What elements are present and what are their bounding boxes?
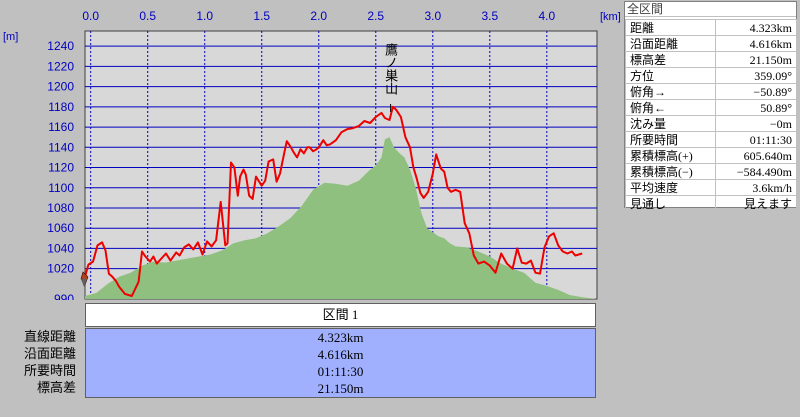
info-row: 方位 359.09° (624, 67, 797, 84)
y-tick-label: 1120 (48, 161, 74, 175)
info-row: 沈み量 −0m (624, 115, 797, 132)
x-tick-label: 0.5 (139, 9, 156, 23)
summary-value: 21.150m (317, 381, 364, 396)
info-label: 俯角→ (624, 83, 717, 100)
info-value: −50.89° (715, 83, 797, 100)
terrain-area (85, 137, 597, 299)
x-tick-label: 1.0 (196, 9, 213, 23)
y-tick-label: 1060 (47, 221, 74, 235)
y-tick-label: 1160 (48, 120, 74, 134)
info-label: 俯角← (624, 99, 717, 116)
x-tick-label: 3.5 (481, 9, 498, 23)
summary-value: 01:11:30 (317, 364, 364, 379)
info-label: 見通し (624, 195, 717, 212)
x-tick-label: 4.0 (538, 9, 555, 23)
info-row: 所要時間 01:11:30 (624, 131, 797, 148)
x-tick-label: 1.5 (253, 9, 270, 23)
y-tick-label: 1020 (47, 262, 74, 276)
summary-label: 直線距離 (23, 329, 76, 344)
info-label: 累積標高(+) (624, 147, 717, 164)
info-row: 沿面距離 4.616km (624, 35, 797, 52)
info-label: 所要時間 (624, 131, 717, 148)
summary-label: 所要時間 (23, 363, 76, 378)
info-row: 距離 4.323km (624, 19, 797, 36)
y-tick-label: 1240 (47, 39, 74, 53)
info-value: −584.490m (715, 163, 797, 180)
info-row: 累積標高(−) −584.490m (624, 163, 797, 180)
y-unit-label: [m] (3, 31, 18, 43)
info-row: 見通し 見えます (624, 195, 797, 212)
info-row: 平均速度 3.6km/h (624, 179, 797, 196)
y-tick-label: 1040 (47, 241, 74, 255)
info-label: 沈み量 (624, 115, 717, 132)
peak-name-label: 鷹ノ巣山 (383, 43, 398, 95)
info-value: 359.09° (715, 67, 797, 84)
info-row: 累積標高(+) 605.640m (624, 147, 797, 164)
y-tick-label: 1100 (48, 181, 74, 195)
info-value: 01:11:30 (715, 131, 797, 148)
y-tick-label: 1180 (48, 100, 74, 114)
x-tick-label: 0.0 (82, 9, 99, 23)
info-value: −0m (715, 115, 797, 132)
x-tick-label: 3.0 (424, 9, 441, 23)
info-value: 4.323km (715, 19, 797, 36)
elevation-chart: 0.0 0.5 1.0 1.5 2.0 2.5 3.0 3.5 4.0 1240 1220 1200… (3, 9, 621, 300)
summary-value: 4.323km (317, 330, 364, 345)
info-label: 方位 (624, 67, 717, 84)
y-tick-label: 1200 (47, 80, 74, 94)
info-label: 距離 (624, 19, 717, 36)
y-tick-label: 990 (54, 292, 74, 300)
info-value: 見えます (715, 195, 797, 212)
info-value: 605.640m (715, 147, 797, 164)
section-summary-values: 4.323km 4.616km 01:11:30 21.150m (85, 328, 596, 398)
info-label: 平均速度 (624, 179, 717, 196)
peak-annotation: 鷹ノ巣山 (383, 43, 398, 112)
section-header: 区間 1 (85, 303, 596, 327)
x-unit-label: [km] (600, 11, 621, 23)
info-row: 俯角→ −50.89° (624, 83, 797, 100)
x-axis-ticks: 0.0 0.5 1.0 1.5 2.0 2.5 3.0 3.5 4.0 (82, 9, 555, 23)
info-label: 沿面距離 (624, 35, 717, 52)
info-value: 3.6km/h (715, 179, 797, 196)
y-tick-label: 1220 (47, 59, 74, 73)
start-marker-icon (80, 271, 89, 287)
y-tick-label: 1140 (48, 140, 74, 154)
info-label: 標高差 (624, 51, 717, 68)
info-value: 50.89° (715, 99, 797, 116)
info-label: 累積標高(−) (624, 163, 717, 180)
y-axis-ticks: 1240 1220 1200 1180 1160 1140 1120 1100 1080 1060… (47, 39, 74, 300)
y-tick-label: 1080 (47, 201, 74, 215)
info-row: 標高差 21.150m (624, 51, 797, 68)
route-profile-line (84, 105, 583, 297)
summary-label: 沿面距離 (23, 346, 76, 361)
section-summary-labels: 直線距離沿面距離所要時間標高差 (0, 328, 84, 396)
info-row: 俯角← 50.89° (624, 99, 797, 116)
x-tick-label: 2.0 (310, 9, 327, 23)
info-panel-title: 全区間 (625, 2, 796, 17)
x-tick-label: 2.5 (367, 9, 384, 23)
summary-label: 標高差 (36, 380, 76, 395)
summary-value: 4.616km (317, 347, 364, 362)
info-table: 距離 4.323km 沿面距離 4.616km 標高差 21.150m 方位 359.09° 俯… (624, 19, 797, 212)
info-value: 4.616km (715, 35, 797, 52)
info-value: 21.150m (715, 51, 797, 68)
info-panel: 全区間 距離 4.323km 沿面距離 4.616km 標高差 21.150m 方位 359.… (624, 1, 797, 212)
